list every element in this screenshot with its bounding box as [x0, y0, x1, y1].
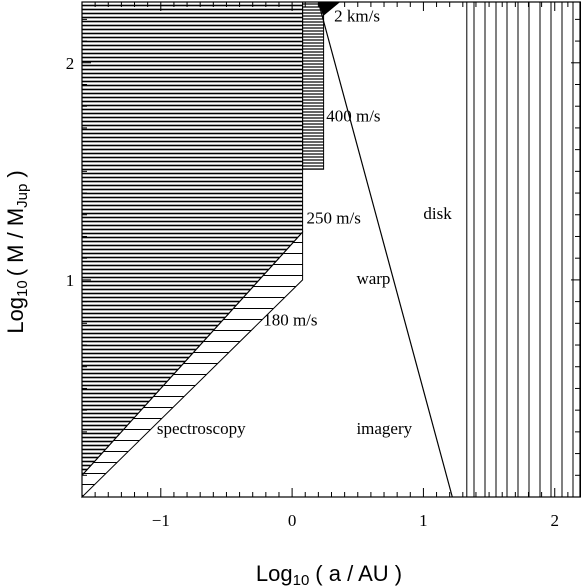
annotation-spectroscopy: spectroscopy: [157, 419, 246, 438]
x-axis-title: Log10 ( a / AU ): [256, 561, 402, 587]
x-axis-title-sub: 10: [293, 572, 310, 587]
region-400-m-s-wedge: [302, 1, 325, 170]
annotations-layer: 2 km/s 400 m/s 250 m/s 180 m/s warp disk spect…: [157, 7, 452, 438]
annotation-180-m-s: 180 m/s: [263, 310, 317, 329]
y-axis-title: Log10 ( M / MJup): [3, 170, 31, 333]
ticks-layer: −1 0 1 2 1 2: [66, 2, 581, 530]
y-axis-title-msub: Jup: [14, 184, 31, 208]
y-axis-title-mid: ( M / M: [3, 208, 28, 276]
annotation-400-m-s: 400 m/s: [326, 106, 380, 125]
x-tick-label: 0: [288, 511, 297, 530]
x-axis-title-rest: ( a / AU ): [315, 561, 402, 586]
annotation-2-km-s: 2 km/s: [334, 7, 380, 26]
region-disk: [466, 1, 581, 498]
x-tick-label: 1: [419, 511, 428, 530]
y-tick-label: 2: [66, 54, 75, 73]
y-axis-title-main: Log: [3, 297, 28, 334]
y-tick-label: 1: [66, 271, 75, 290]
x-axis-title-main: Log: [256, 561, 293, 586]
y-axis-title-rest: ): [3, 170, 28, 177]
annotation-250-m-s: 250 m/s: [307, 208, 361, 227]
x-tick-label: 2: [550, 511, 559, 530]
annotation-warp: warp: [356, 269, 390, 288]
lines-layer: [317, 1, 453, 498]
y-axis-title-sub: 10: [14, 280, 31, 297]
x-tick-label: −1: [152, 511, 170, 530]
region-spectroscopy: [81, 1, 304, 477]
boundary-line-imagery-boundary: [317, 1, 453, 498]
annotation-imagery: imagery: [356, 419, 412, 438]
annotation-disk: disk: [423, 204, 452, 223]
